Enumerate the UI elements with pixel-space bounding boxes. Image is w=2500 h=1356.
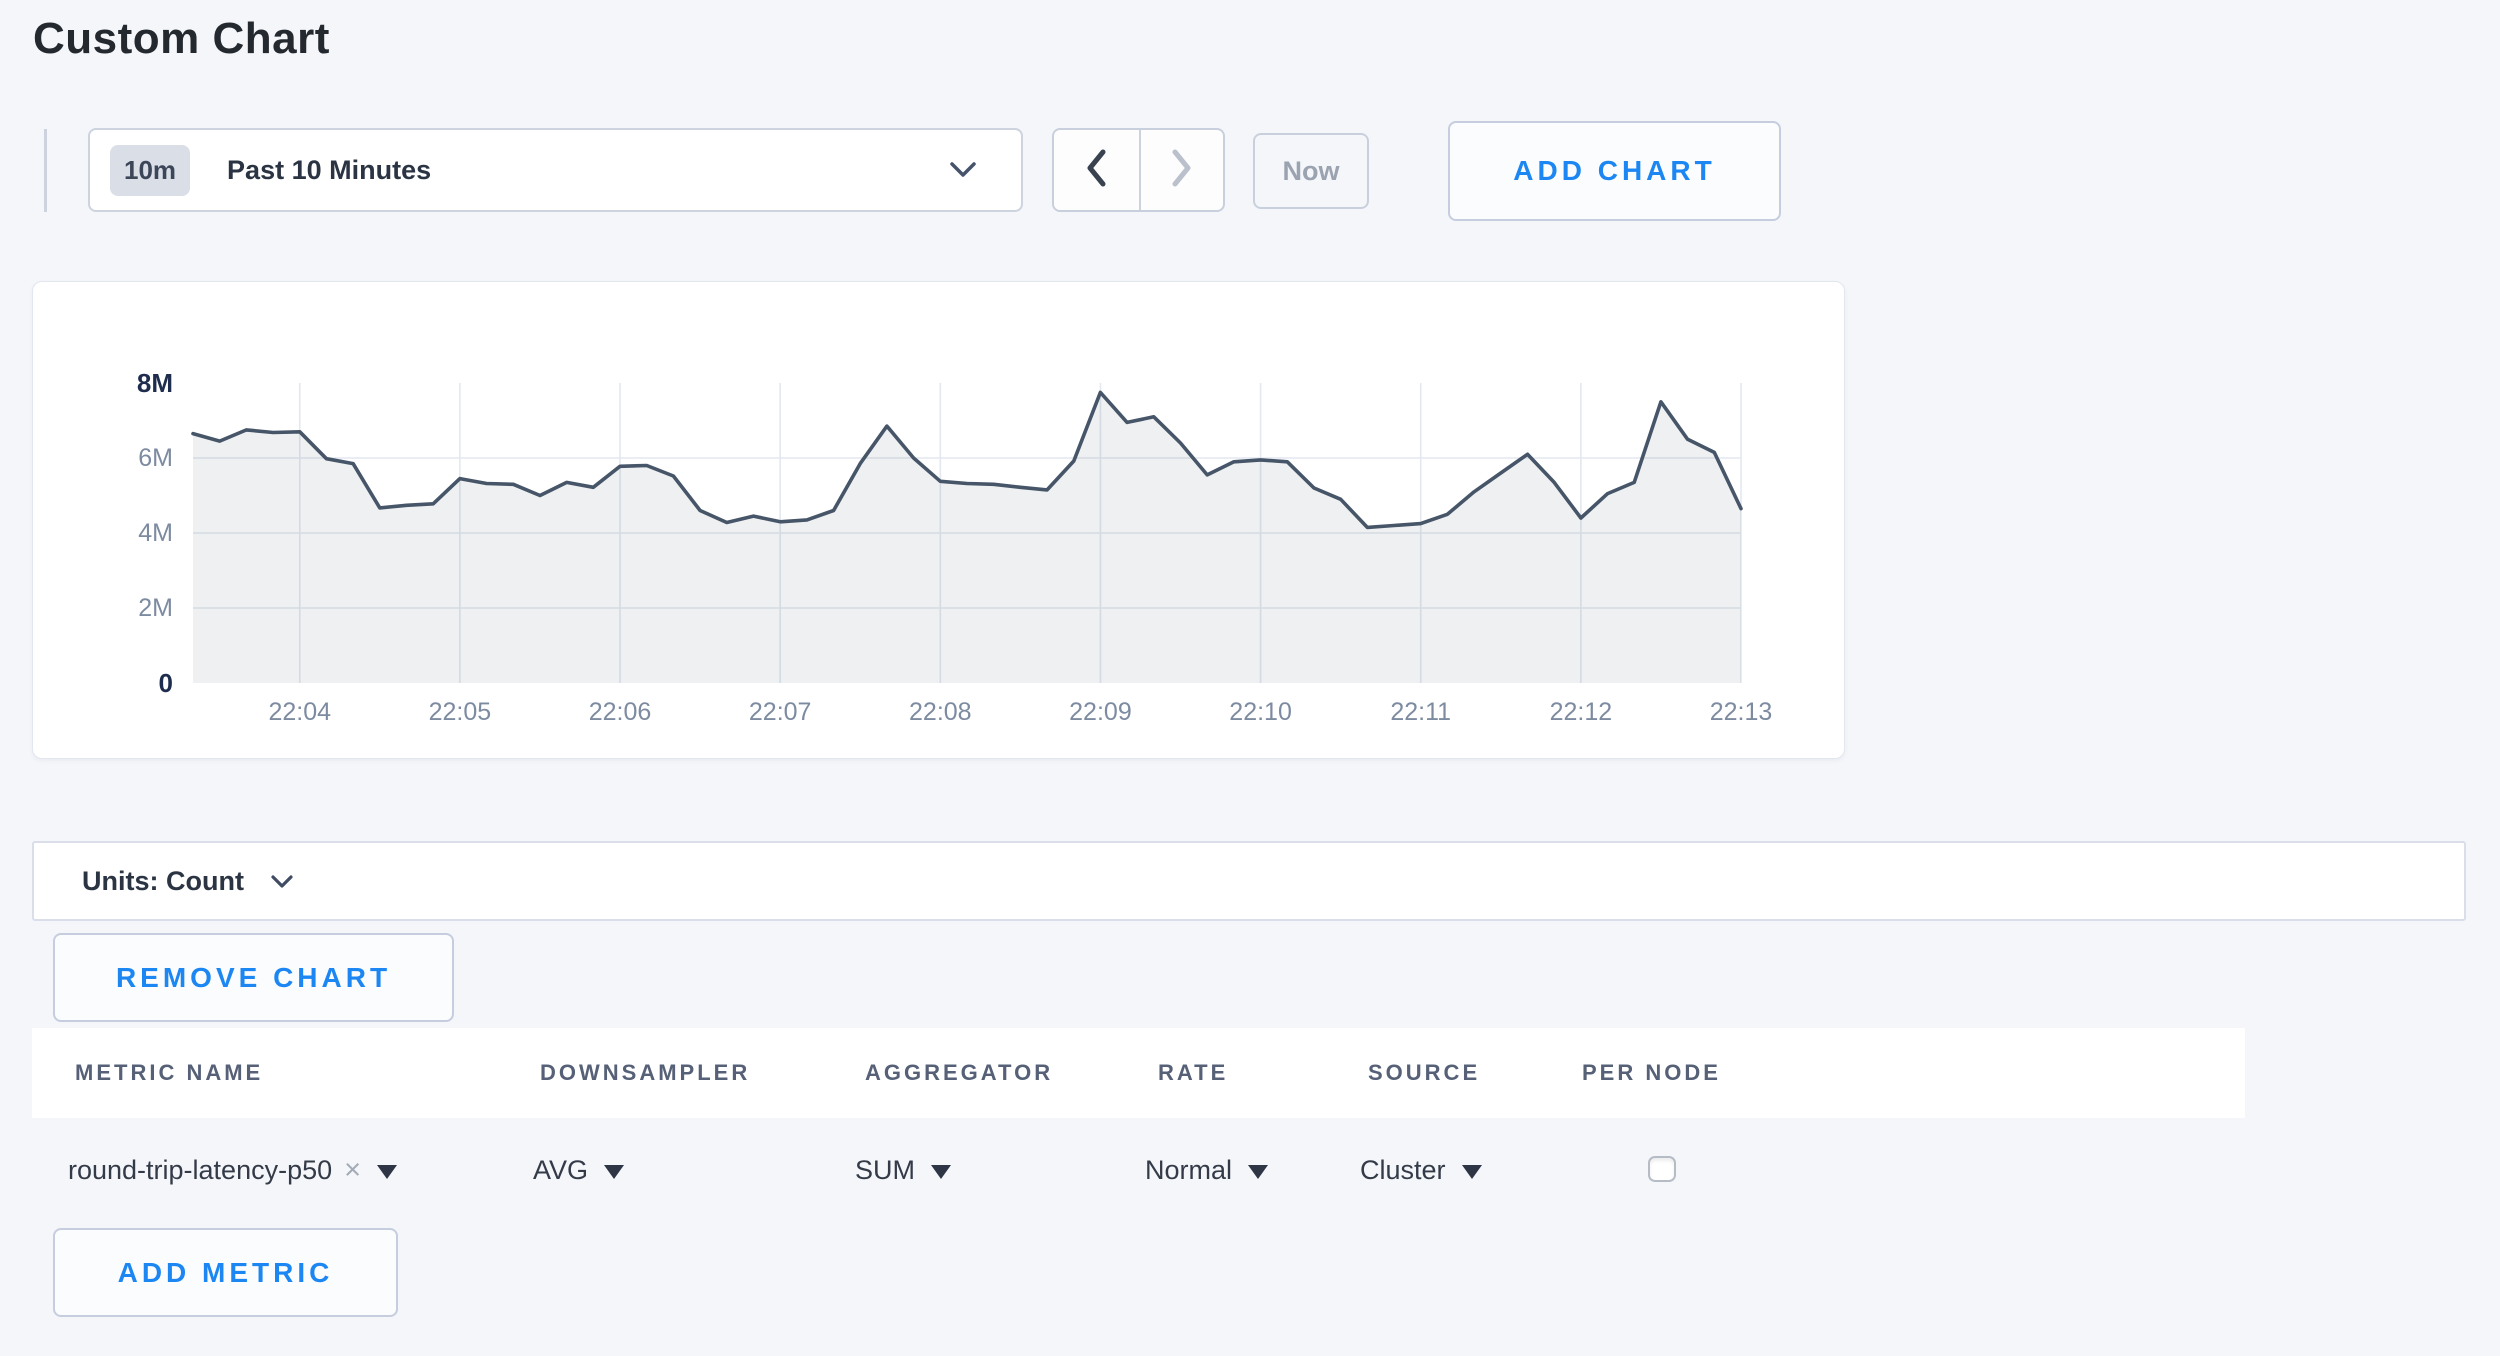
caret-down-icon — [377, 1165, 398, 1179]
rate-select[interactable]: Normal — [1145, 1118, 1269, 1222]
caret-down-icon — [604, 1165, 625, 1179]
chevron-down-icon — [270, 874, 294, 889]
x-axis-tick-label: 22:07 — [748, 698, 812, 726]
x-axis-tick-label: 22:08 — [909, 698, 972, 726]
metrics-table-header: METRIC NAME DOWNSAMPLER AGGREGATOR RATE … — [32, 1028, 2245, 1118]
x-axis-tick-label: 22:05 — [428, 698, 492, 726]
previous-time-button[interactable] — [1054, 130, 1139, 210]
chevron-down-icon — [949, 161, 977, 179]
x-axis-tick-label: 22:12 — [1549, 698, 1613, 726]
x-axis-tick-label: 22:09 — [1069, 698, 1132, 726]
column-header-metric-name: METRIC NAME — [75, 1060, 264, 1085]
metric-name-value: round-trip-latency-p50 — [68, 1154, 333, 1185]
add-metric-label: ADD METRIC — [117, 1256, 334, 1288]
close-icon[interactable]: × — [344, 1153, 362, 1186]
add-metric-button[interactable]: ADD METRIC — [53, 1228, 398, 1317]
toolbar-divider — [44, 129, 47, 212]
caret-down-icon — [931, 1165, 951, 1179]
chart-card: 0 2M 4M 6M 8M 22:04 22:05 22:06 22:07 22:08 22:09 2… — [32, 281, 1845, 759]
x-axis-tick-label: 22:10 — [1229, 698, 1292, 726]
column-header-rate: RATE — [1158, 1060, 1229, 1085]
remove-chart-button[interactable]: REMOVE CHART — [53, 933, 454, 1022]
metric-name-select[interactable]: round-trip-latency-p50 × — [68, 1118, 398, 1222]
add-chart-label: ADD CHART — [1513, 155, 1716, 186]
source-value: Cluster — [1360, 1154, 1446, 1185]
per-node-checkbox[interactable] — [1648, 1156, 1676, 1182]
y-axis-tick-label: 8M — [136, 368, 173, 398]
units-label: Units: Count — [82, 865, 244, 896]
downsampler-value: AVG — [533, 1154, 589, 1185]
y-axis-tick-label: 6M — [138, 444, 173, 472]
chevron-right-icon — [1171, 149, 1193, 192]
downsampler-select[interactable]: AVG — [533, 1118, 625, 1222]
x-axis-tick-label: 22:04 — [268, 698, 332, 726]
timeseries-area-chart: 0 2M 4M 6M 8M 22:04 22:05 22:06 22:07 22:08 22:09 2… — [137, 368, 1772, 726]
y-axis-tick-label: 4M — [138, 519, 173, 547]
source-select[interactable]: Cluster — [1360, 1118, 1482, 1222]
y-axis-tick-label: 2M — [138, 594, 173, 622]
caret-down-icon — [1248, 1165, 1269, 1179]
add-chart-button[interactable]: ADD CHART — [1448, 121, 1781, 221]
time-window-label: Past 10 Minutes — [227, 154, 432, 185]
time-step-button-group — [1052, 128, 1225, 212]
now-button[interactable]: Now — [1253, 133, 1369, 209]
chart-canvas — [191, 383, 1743, 683]
caret-down-icon — [1461, 1165, 1482, 1179]
column-header-downsampler: DOWNSAMPLER — [540, 1060, 751, 1085]
rate-value: Normal — [1145, 1154, 1233, 1185]
y-axis-tick-label: 0 — [158, 668, 173, 698]
page-title: Custom Chart — [33, 14, 330, 63]
units-dropdown[interactable]: Units: Count — [32, 841, 2466, 921]
chevron-left-icon — [1085, 149, 1107, 192]
aggregator-value: SUM — [855, 1154, 915, 1185]
x-axis-tick-label: 22:11 — [1390, 698, 1452, 726]
x-axis-tick-label: 22:06 — [588, 698, 652, 726]
time-range-dropdown[interactable]: 10m Past 10 Minutes — [88, 128, 1023, 212]
now-button-label: Now — [1282, 155, 1340, 186]
metric-row: round-trip-latency-p50 × AVG SUM Normal … — [0, 1118, 2500, 1222]
time-window-badge: 10m — [110, 144, 191, 196]
column-header-source: SOURCE — [1368, 1060, 1481, 1085]
column-header-aggregator: AGGREGATOR — [865, 1060, 1054, 1085]
remove-chart-label: REMOVE CHART — [115, 961, 392, 993]
aggregator-select[interactable]: SUM — [855, 1118, 951, 1222]
next-time-button[interactable] — [1138, 130, 1224, 210]
column-header-per-node: PER NODE — [1582, 1060, 1721, 1085]
x-axis-tick-label: 22:13 — [1709, 698, 1773, 726]
